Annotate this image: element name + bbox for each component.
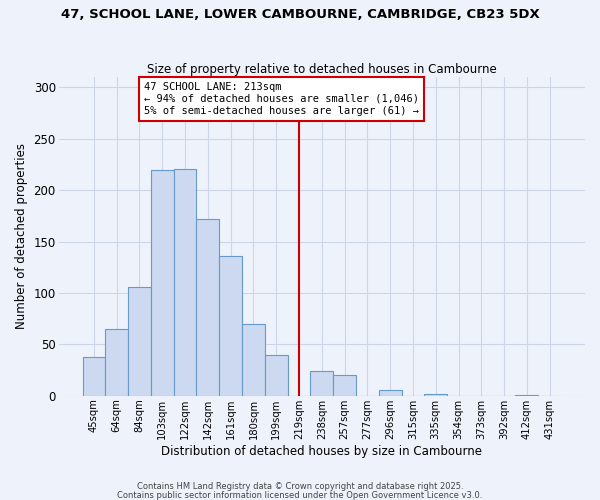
Y-axis label: Number of detached properties: Number of detached properties <box>15 144 28 330</box>
Bar <box>242 324 265 396</box>
Bar <box>151 170 173 396</box>
Bar <box>128 287 151 396</box>
Text: 47 SCHOOL LANE: 213sqm
← 94% of detached houses are smaller (1,046)
5% of semi-d: 47 SCHOOL LANE: 213sqm ← 94% of detached… <box>144 82 419 116</box>
Text: Contains public sector information licensed under the Open Government Licence v3: Contains public sector information licen… <box>118 490 482 500</box>
Title: Size of property relative to detached houses in Cambourne: Size of property relative to detached ho… <box>147 63 497 76</box>
Bar <box>424 394 447 396</box>
Bar <box>265 354 287 396</box>
Text: 47, SCHOOL LANE, LOWER CAMBOURNE, CAMBRIDGE, CB23 5DX: 47, SCHOOL LANE, LOWER CAMBOURNE, CAMBRI… <box>61 8 539 20</box>
Bar <box>196 219 219 396</box>
Bar <box>379 390 401 396</box>
Bar <box>333 375 356 396</box>
Bar <box>105 329 128 396</box>
Bar <box>173 168 196 396</box>
Bar <box>83 356 105 396</box>
Bar <box>219 256 242 396</box>
Text: Contains HM Land Registry data © Crown copyright and database right 2025.: Contains HM Land Registry data © Crown c… <box>137 482 463 491</box>
X-axis label: Distribution of detached houses by size in Cambourne: Distribution of detached houses by size … <box>161 444 482 458</box>
Bar <box>310 371 333 396</box>
Bar <box>515 395 538 396</box>
